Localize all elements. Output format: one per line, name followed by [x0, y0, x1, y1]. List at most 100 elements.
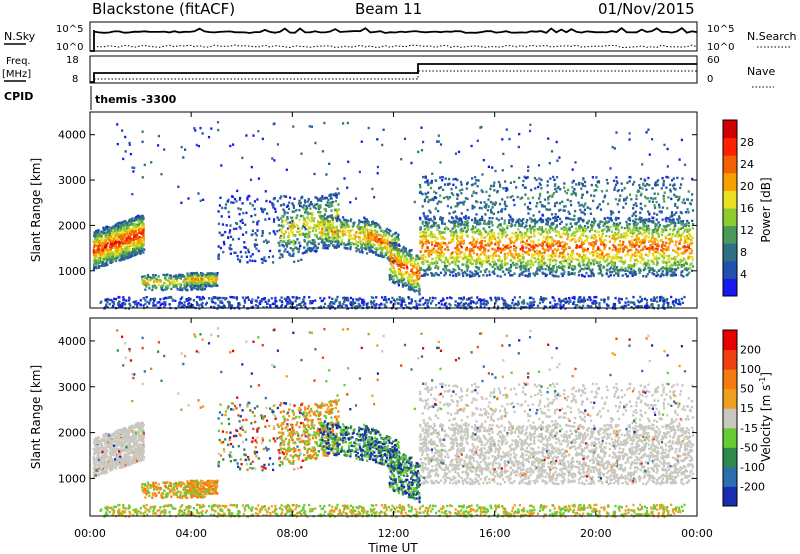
power-cell [110, 257, 113, 260]
power-cell [102, 228, 105, 231]
power-cell [386, 249, 389, 252]
power-cell [628, 266, 631, 269]
power-cell [691, 222, 695, 226]
power-cell [368, 229, 371, 232]
power-cell [463, 223, 466, 226]
power-cell [213, 275, 216, 278]
power-cell [467, 216, 470, 219]
power-cell [365, 226, 368, 229]
power-cell [599, 249, 602, 252]
power-cell [116, 241, 119, 245]
power-cell [114, 226, 117, 230]
power-cell [317, 210, 320, 214]
power-cell [337, 241, 340, 244]
power-cell [464, 271, 467, 275]
power-cell [147, 275, 150, 279]
power-cell [201, 281, 204, 285]
power-cell [669, 240, 672, 244]
power-cell [122, 230, 125, 234]
power-cell [131, 229, 134, 233]
power-cell [132, 244, 135, 247]
power-cell [662, 257, 666, 260]
power-cell [564, 259, 568, 263]
power-cell [254, 259, 257, 263]
power-cell [559, 253, 562, 257]
power-cell [638, 251, 641, 254]
power-cell [291, 219, 294, 222]
power-cell [142, 215, 145, 218]
power-cell [96, 247, 99, 250]
power-cell [648, 263, 651, 266]
power-cell [667, 233, 670, 237]
power-cell [656, 271, 659, 274]
power-cell [667, 248, 670, 251]
power-cell [108, 238, 111, 242]
power-cell [616, 236, 619, 240]
power-cell [440, 245, 444, 249]
power-cell [506, 224, 509, 228]
power-cell [251, 253, 254, 256]
power-cell [240, 255, 243, 258]
power-cell [466, 260, 469, 264]
power-cell [424, 240, 427, 244]
power-cell [335, 211, 338, 215]
power-cell [444, 266, 447, 270]
power-cell [587, 219, 590, 223]
power-cell [388, 275, 392, 279]
power-cell [167, 276, 171, 280]
power-cell [318, 221, 321, 224]
power-cell [128, 218, 132, 221]
power-cell [210, 274, 213, 277]
power-cell [665, 268, 668, 271]
power-cell [164, 278, 167, 281]
power-cell [530, 231, 533, 234]
power-cell [524, 231, 528, 235]
power-cell [545, 230, 548, 234]
power-cell [448, 219, 451, 223]
power-cell [235, 221, 238, 225]
power-cell [239, 208, 242, 211]
power-cell [150, 276, 153, 280]
power-cell [630, 244, 633, 247]
power-cell [662, 228, 665, 232]
power-cell [288, 231, 291, 235]
power-cell [581, 229, 585, 232]
power-cell [327, 204, 330, 207]
power-cell [172, 280, 175, 284]
power-cell [508, 221, 511, 224]
power-cell [550, 239, 553, 242]
power-cell [653, 251, 656, 254]
power-cell [358, 226, 361, 229]
power-cell [552, 265, 555, 268]
power-cell [330, 201, 333, 204]
power-cell [203, 287, 206, 291]
power-cell [488, 230, 491, 233]
power-cell [539, 217, 542, 220]
power-cell [120, 229, 123, 232]
power-cell [568, 228, 571, 231]
power-cell [392, 246, 395, 249]
power-cell [609, 271, 612, 274]
power-cell [578, 253, 581, 256]
power-cell [208, 278, 211, 282]
power-cell [381, 235, 384, 238]
power-cell [494, 240, 498, 243]
power-cell [286, 222, 290, 225]
power-cell [443, 270, 447, 273]
power-cell [254, 213, 257, 217]
power-cell [498, 258, 501, 261]
power-cell [522, 270, 525, 274]
power-cell [588, 259, 591, 262]
power-cell [123, 222, 126, 225]
power-cell [374, 238, 377, 241]
power-cell [382, 246, 385, 250]
power-cell [681, 259, 684, 262]
power-cell [113, 229, 116, 232]
nave-tick-low: 0 [707, 74, 713, 85]
power-cell [499, 240, 502, 243]
power-cell [232, 238, 235, 241]
power-cell [124, 226, 127, 229]
power-cell [245, 255, 248, 258]
power-cell [337, 213, 340, 217]
power-cell [466, 223, 469, 226]
